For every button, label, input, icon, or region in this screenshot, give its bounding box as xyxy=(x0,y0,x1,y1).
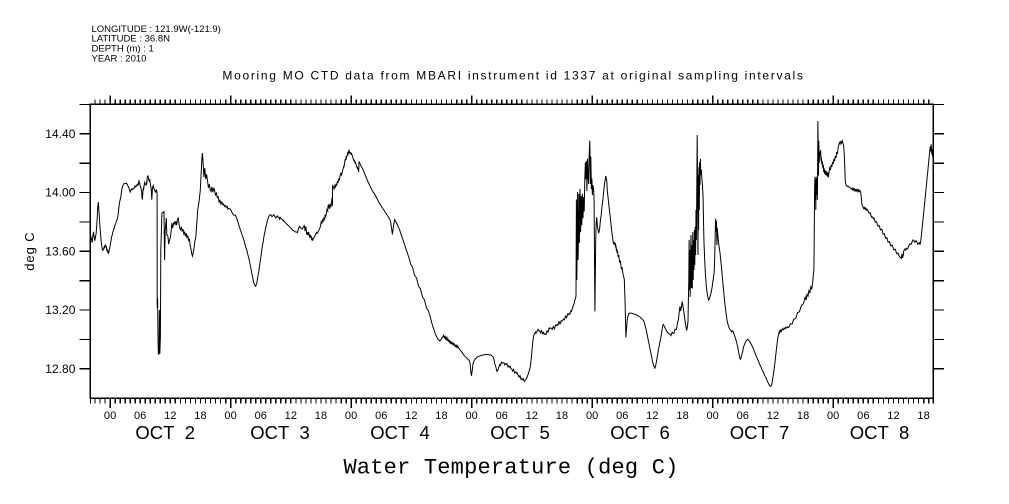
svg-text:13.20: 13.20 xyxy=(45,303,76,317)
svg-text:YEAR : 2010: YEAR : 2010 xyxy=(92,54,147,65)
svg-text:06: 06 xyxy=(737,410,749,422)
svg-text:18: 18 xyxy=(676,410,688,422)
svg-text:OCT 3: OCT 3 xyxy=(250,422,310,443)
svg-text:06: 06 xyxy=(496,410,508,422)
svg-text:00: 00 xyxy=(224,410,236,422)
svg-text:00: 00 xyxy=(827,410,839,422)
svg-text:OCT 5: OCT 5 xyxy=(490,422,550,443)
svg-text:06: 06 xyxy=(375,410,387,422)
svg-text:00: 00 xyxy=(465,410,477,422)
svg-text:deg C: deg C xyxy=(22,231,37,270)
svg-text:OCT 8: OCT 8 xyxy=(850,422,910,443)
svg-text:12.80: 12.80 xyxy=(45,362,76,376)
svg-text:18: 18 xyxy=(556,410,568,422)
svg-text:06: 06 xyxy=(857,410,869,422)
svg-text:14.00: 14.00 xyxy=(45,186,76,200)
svg-text:00: 00 xyxy=(586,410,598,422)
svg-text:06: 06 xyxy=(255,410,267,422)
svg-text:18: 18 xyxy=(435,410,447,422)
svg-text:06: 06 xyxy=(616,410,628,422)
svg-text:OCT 4: OCT 4 xyxy=(370,422,430,443)
svg-text:00: 00 xyxy=(706,410,718,422)
svg-text:18: 18 xyxy=(797,410,809,422)
svg-text:18: 18 xyxy=(315,410,327,422)
svg-text:06: 06 xyxy=(134,410,146,422)
svg-text:DEPTH (m) : 1: DEPTH (m) : 1 xyxy=(92,44,154,55)
svg-text:14.40: 14.40 xyxy=(45,127,76,141)
svg-text:12: 12 xyxy=(646,410,658,422)
svg-text:OCT 7: OCT 7 xyxy=(730,422,790,443)
svg-text:12: 12 xyxy=(405,410,417,422)
svg-text:LONGITUDE : 121.9W(-121.9): LONGITUDE : 121.9W(-121.9) xyxy=(92,24,221,35)
svg-text:13.60: 13.60 xyxy=(45,244,76,258)
svg-text:OCT 2: OCT 2 xyxy=(135,422,195,443)
svg-text:LATITUDE : 36.8N: LATITUDE : 36.8N xyxy=(92,34,171,45)
svg-text:Mooring MO CTD data from MBARI: Mooring MO CTD data from MBARI instrumen… xyxy=(222,69,804,83)
svg-text:00: 00 xyxy=(104,410,116,422)
svg-text:12: 12 xyxy=(767,410,779,422)
svg-text:18: 18 xyxy=(917,410,929,422)
svg-text:OCT 6: OCT 6 xyxy=(610,422,670,443)
svg-text:18: 18 xyxy=(194,410,206,422)
svg-text:Water Temperature (deg C): Water Temperature (deg C) xyxy=(343,455,678,480)
svg-text:00: 00 xyxy=(345,410,357,422)
svg-text:12: 12 xyxy=(887,410,899,422)
svg-text:12: 12 xyxy=(164,410,176,422)
svg-text:12: 12 xyxy=(285,410,297,422)
svg-text:12: 12 xyxy=(526,410,538,422)
